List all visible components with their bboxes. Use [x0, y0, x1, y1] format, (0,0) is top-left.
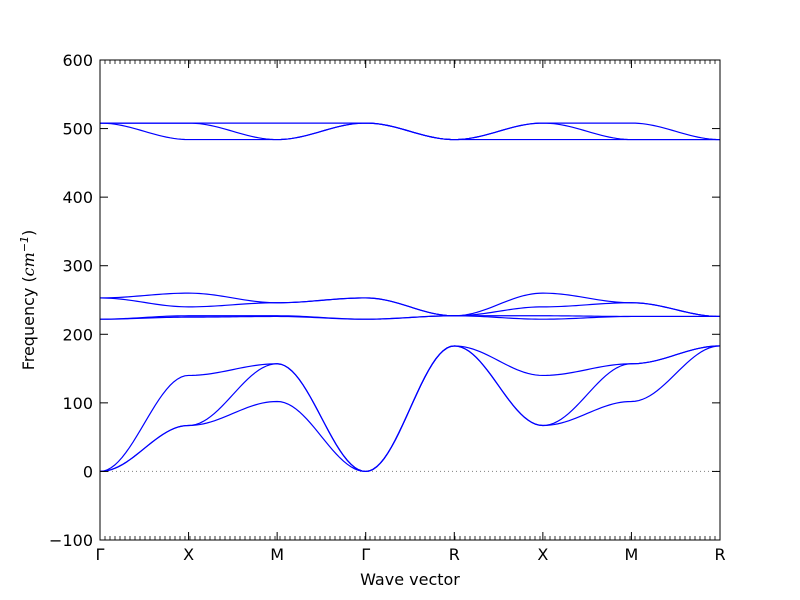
y-tick-label: 500: [62, 120, 93, 139]
y-tick-label: −100: [49, 531, 93, 550]
band-line-3: [99, 345, 721, 473]
y-tick-label: 400: [62, 188, 93, 207]
band-line-5: [99, 315, 720, 320]
y-tick-label: 300: [62, 257, 93, 276]
y-tick-label: 600: [62, 51, 93, 70]
x-tick-label: Γ: [96, 545, 105, 564]
x-axis-label: Wave vector: [360, 570, 460, 589]
y-axis-unit-exponent: −1: [18, 236, 31, 252]
y-tick-label: 100: [62, 394, 93, 413]
y-axis-unit: cm: [19, 252, 38, 276]
x-tick-label: R: [449, 545, 460, 564]
x-tick-label: X: [537, 545, 548, 564]
y-axis-label-text: Frequency: [19, 288, 38, 371]
ticks: −100 0 100 200 300 400 500 600 Γ X M Γ R X M R: [49, 51, 726, 564]
band-line-7: [99, 292, 721, 318]
x-tick-label: X: [183, 545, 194, 564]
x-tick-label: Γ: [361, 545, 370, 564]
x-tick-label: R: [714, 545, 725, 564]
plot-area: [99, 122, 721, 473]
y-tick-label: 0: [83, 462, 93, 481]
y-tick-label: 200: [62, 325, 93, 344]
band-line-10: [100, 122, 721, 141]
x-tick-label: M: [625, 545, 639, 564]
y-axis-label: Frequency (cm−1): [18, 230, 38, 371]
x-tick-label: M: [270, 545, 284, 564]
